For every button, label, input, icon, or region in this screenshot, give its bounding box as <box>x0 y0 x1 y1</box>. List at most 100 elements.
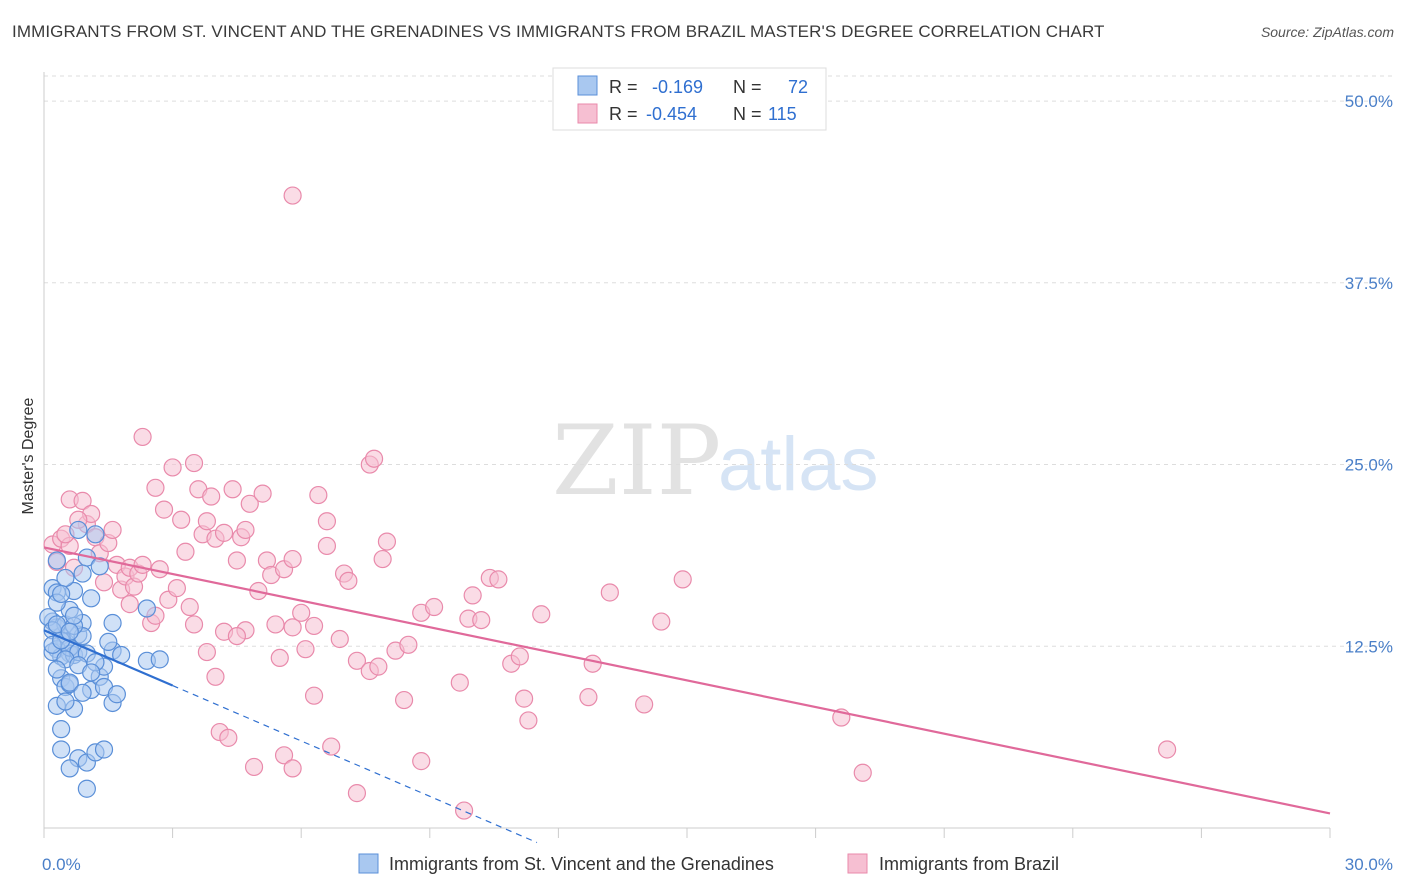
brazil-point <box>347 784 367 803</box>
stvincent-point <box>73 683 92 702</box>
series-legend: Immigrants from St. Vincent and the Gren… <box>358 853 1059 874</box>
y-tick-label: 50.0% <box>1345 92 1393 111</box>
brazil-point <box>283 186 302 205</box>
brazil-point <box>454 801 474 820</box>
stvincent-point <box>52 740 71 759</box>
brazil-point <box>214 523 234 542</box>
legend-n-label-brazil: N = <box>733 104 762 124</box>
brazil-point <box>489 570 508 589</box>
brazil-point <box>227 551 246 570</box>
stvincent-point <box>150 650 169 669</box>
stvincent-point <box>47 660 66 679</box>
brazil-point <box>304 686 324 705</box>
brazil-point <box>412 752 431 771</box>
stvincent-point <box>60 673 79 692</box>
brazil-point <box>330 629 349 649</box>
brazil-point <box>146 478 165 497</box>
legend-n-value-brazil: 115 <box>768 104 797 124</box>
brazil-point <box>339 571 358 590</box>
series-legend-label-brazil: Immigrants from Brazil <box>879 854 1059 874</box>
brazil-point <box>394 690 414 710</box>
stvincent-point <box>52 584 71 604</box>
stvincent-trend-line <box>43 629 174 687</box>
legend-box <box>552 67 827 131</box>
brazil-point <box>309 485 328 505</box>
brazil-point <box>240 494 259 513</box>
gridlines <box>44 75 1392 647</box>
brazil-point <box>223 480 242 499</box>
stvincent-point <box>56 568 75 588</box>
legend-r-label-brazil: R = <box>609 104 638 124</box>
stvincent-point <box>137 599 156 618</box>
y-tick-label: 25.0% <box>1345 456 1393 475</box>
brazil-point <box>172 510 191 529</box>
x-tick-label: 0.0% <box>42 855 81 874</box>
brazil-point <box>270 648 289 668</box>
brazil-point <box>283 549 302 569</box>
brazil-point <box>253 484 272 503</box>
brazil-point <box>266 615 285 634</box>
brazil-point <box>510 647 529 666</box>
brazil-point <box>73 491 92 510</box>
brazil-point <box>219 728 238 747</box>
brazil-point <box>322 737 341 756</box>
chart-title: IMMIGRANTS FROM ST. VINCENT AND THE GREN… <box>12 22 1105 41</box>
brazil-point <box>450 673 469 692</box>
brazil-point <box>532 605 551 624</box>
brazil-point <box>154 500 174 519</box>
x-ticks <box>43 828 1331 838</box>
legend-r-label-stvincent: R = <box>609 77 638 97</box>
brazil-point <box>347 651 367 670</box>
y-tick-label: 37.5% <box>1345 274 1393 293</box>
legend-r-value-stvincent: -0.169 <box>652 77 703 97</box>
legend-r-value-brazil: -0.454 <box>646 104 697 124</box>
brazil-point <box>424 597 444 617</box>
brazil-point <box>304 616 324 636</box>
brazil-point <box>652 612 671 631</box>
brazil-point <box>583 654 602 673</box>
stvincent-points <box>39 520 169 798</box>
brazil-point <box>176 542 195 561</box>
stvincent-point <box>47 551 66 570</box>
stvincent-point <box>69 520 88 540</box>
brazil-point <box>296 640 315 659</box>
stvincent-point <box>94 740 114 759</box>
x-tick-label: 30.0% <box>1345 855 1393 874</box>
brazil-point <box>292 603 311 622</box>
brazil-point <box>163 458 182 477</box>
brazil-point <box>515 689 534 708</box>
brazil-point <box>853 763 872 782</box>
series-legend-swatch-brazil <box>847 853 868 874</box>
brazil-point <box>133 555 152 574</box>
brazil-point <box>184 453 204 473</box>
brazil-point <box>317 536 337 556</box>
brazil-trend-line <box>43 546 1331 815</box>
brazil-point <box>274 746 294 765</box>
trend-lines <box>43 546 1331 844</box>
brazil-point <box>463 586 482 605</box>
brazil-point <box>103 520 122 540</box>
brazil-point <box>600 583 619 602</box>
stvincent-point <box>90 557 109 576</box>
stvincent-point <box>73 564 92 583</box>
brazil-point <box>133 427 152 447</box>
stvincent-point <box>64 606 84 625</box>
brazil-point <box>472 610 491 630</box>
brazil-point <box>197 512 216 531</box>
brazil-point <box>236 520 255 540</box>
brazil-point <box>202 487 221 506</box>
brazil-point <box>1158 740 1177 759</box>
correlation-legend: R = -0.169 N = 72 R = -0.454 N = 115 <box>552 67 827 131</box>
brazil-point <box>673 570 692 589</box>
y-tick-labels: 12.5% 25.0% 37.5% 50.0% <box>1345 92 1393 656</box>
brazil-point <box>184 615 204 634</box>
watermark-zip: ZIP <box>552 405 721 517</box>
series-legend-swatch-stvincent <box>358 853 379 874</box>
brazil-point <box>244 757 264 777</box>
brazil-point <box>579 688 598 707</box>
brazil-point <box>317 512 337 531</box>
brazil-point <box>180 597 199 617</box>
brazil-point <box>377 532 397 551</box>
brazil-point <box>283 759 302 778</box>
